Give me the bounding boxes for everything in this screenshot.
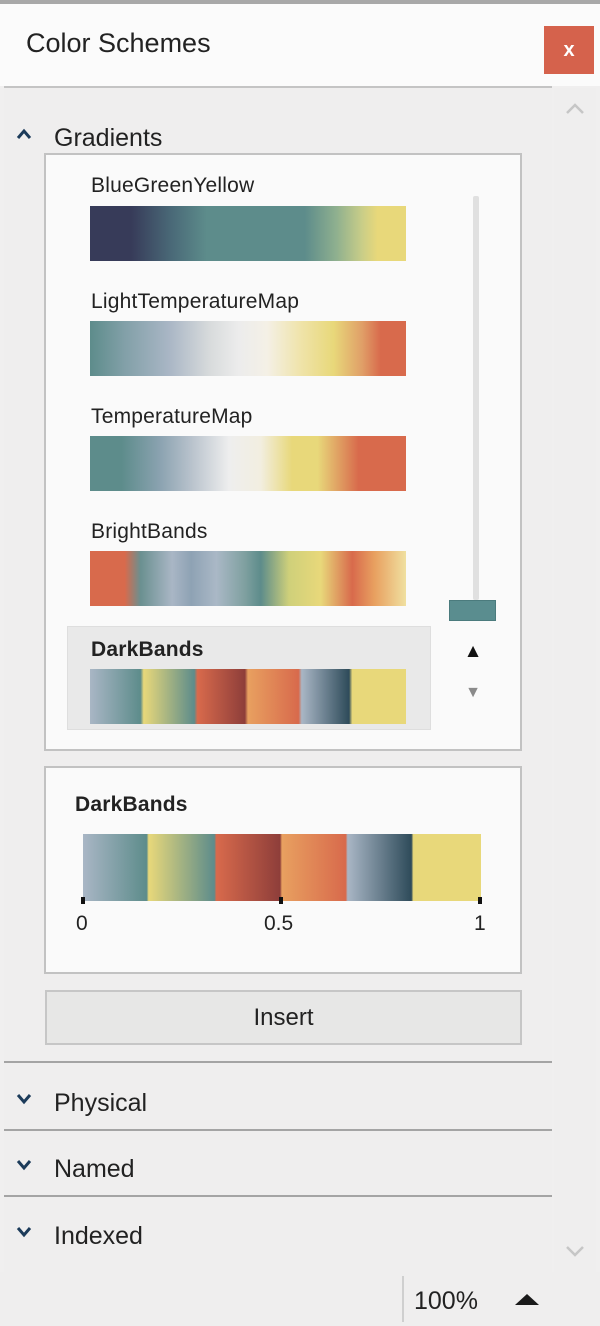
tick-mark: [279, 897, 283, 904]
close-button[interactable]: x: [544, 26, 594, 74]
section-divider: [4, 1061, 552, 1063]
gradient-name-selected: DarkBands: [91, 638, 204, 661]
tick-mark: [478, 897, 482, 904]
tick-label: 0: [76, 912, 88, 935]
status-divider: [402, 1276, 404, 1322]
section-indexed-header[interactable]: Indexed: [4, 1214, 552, 1270]
tick-label: 0.5: [264, 912, 294, 935]
vertical-scrollbar[interactable]: [554, 88, 596, 1272]
gradient-swatch-lighttemperaturemap[interactable]: [90, 321, 406, 376]
chevron-down-icon: [16, 1094, 32, 1105]
zoom-menu-up-icon[interactable]: [513, 1291, 541, 1307]
insert-button[interactable]: Insert: [45, 990, 522, 1045]
chevron-up-icon: [16, 128, 32, 139]
tick-label: 1: [474, 912, 486, 935]
gradient-list-scroll-thumb[interactable]: [449, 600, 496, 621]
title-bar: [0, 4, 600, 86]
gradient-swatch-bluegreenyellow[interactable]: [90, 206, 406, 261]
preview-title: DarkBands: [75, 793, 188, 816]
gradient-name: LightTemperatureMap: [91, 290, 300, 313]
gradient-swatch-temperaturemap[interactable]: [90, 436, 406, 491]
gradient-scroll-down-icon[interactable]: ▼: [465, 684, 481, 701]
section-indexed-label: Indexed: [54, 1222, 143, 1250]
tick-mark: [81, 897, 85, 904]
gradient-swatch-darkbands[interactable]: [90, 669, 406, 724]
section-named-header[interactable]: Named: [4, 1147, 552, 1203]
section-gradients-label: Gradients: [54, 124, 163, 152]
section-named-label: Named: [54, 1155, 135, 1183]
section-physical-label: Physical: [54, 1089, 148, 1117]
section-divider: [4, 1195, 552, 1197]
section-gradients-header[interactable]: Gradients: [4, 116, 552, 172]
window-title: Color Schemes: [26, 28, 211, 58]
gradient-name: BlueGreenYellow: [91, 174, 255, 197]
section-divider: [4, 1129, 552, 1131]
gradient-name: TemperatureMap: [91, 405, 253, 428]
window-top-border: [0, 0, 600, 4]
gradient-scroll-up-icon[interactable]: ▲: [463, 641, 483, 662]
section-physical-header[interactable]: Physical: [4, 1081, 552, 1137]
gradient-list-scroll-track[interactable]: [473, 196, 479, 600]
scroll-up-icon[interactable]: [554, 98, 596, 128]
chevron-down-icon: [16, 1227, 32, 1238]
chevron-down-icon: [16, 1160, 32, 1171]
gradient-swatch-brightbands[interactable]: [90, 551, 406, 606]
scroll-down-icon[interactable]: [554, 1242, 596, 1272]
preview-gradient-bar[interactable]: [83, 834, 481, 901]
status-bar: [0, 1272, 600, 1326]
zoom-level[interactable]: 100%: [414, 1287, 478, 1315]
gradient-name: BrightBands: [91, 520, 208, 543]
